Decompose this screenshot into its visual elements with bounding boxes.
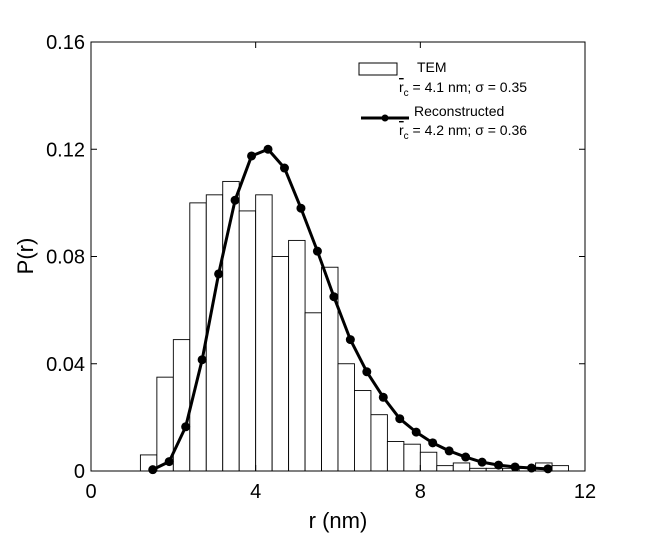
legend-reconstructed-stats-sub: c bbox=[404, 131, 409, 142]
y-tick-label: 0.04 bbox=[46, 354, 85, 376]
reconstructed-point bbox=[510, 462, 520, 472]
y-tick-label: 0.12 bbox=[46, 139, 85, 161]
reconstructed-point bbox=[197, 355, 207, 365]
reconstructed-point bbox=[428, 438, 438, 448]
reconstructed-point bbox=[148, 465, 158, 475]
legend-tem-stats-r: r bbox=[399, 79, 404, 95]
y-tick-label: 0.16 bbox=[46, 32, 85, 54]
legend-tem-stats: rc = 4.1 nm; σ = 0.35 bbox=[399, 79, 527, 99]
x-tick-label: 12 bbox=[574, 481, 596, 503]
histogram-bar bbox=[238, 210, 257, 472]
x-tick-label: 8 bbox=[415, 481, 426, 503]
legend-tem-stats-rest: = 4.1 nm; σ = 0.35 bbox=[409, 79, 528, 95]
reconstructed-point bbox=[181, 422, 191, 432]
reconstructed-point bbox=[164, 457, 174, 467]
reconstructed-point bbox=[279, 163, 289, 173]
reconstructed-point bbox=[214, 269, 224, 279]
legend-tem-swatch bbox=[358, 62, 398, 76]
reconstructed-point bbox=[362, 367, 372, 377]
reconstructed-point bbox=[230, 195, 240, 205]
histogram-bar bbox=[288, 239, 306, 472]
reconstructed-point bbox=[444, 446, 454, 456]
legend-reconstructed-stats-rest: = 4.2 nm; σ = 0.36 bbox=[409, 122, 528, 138]
y-tick-label: 0.08 bbox=[46, 247, 85, 269]
histogram-bar bbox=[403, 443, 421, 472]
reconstructed-point bbox=[494, 460, 504, 470]
reconstructed-point bbox=[247, 151, 257, 161]
reconstructed-point bbox=[461, 452, 471, 462]
histogram-bar bbox=[551, 465, 569, 472]
reconstructed-point bbox=[411, 427, 421, 437]
histogram-bar bbox=[337, 363, 355, 472]
histogram-bar bbox=[386, 441, 405, 472]
reconstructed-point bbox=[477, 457, 487, 467]
histogram-bar bbox=[172, 339, 191, 472]
legend-tem-stats-sub: c bbox=[404, 88, 409, 99]
legend-reconstructed-marker bbox=[381, 114, 389, 122]
histogram-bar bbox=[189, 202, 207, 472]
histogram-bar bbox=[271, 256, 290, 472]
reconstructed-point bbox=[345, 335, 355, 345]
legend-reconstructed-label: Reconstructed bbox=[414, 103, 504, 119]
reconstructed-point bbox=[378, 392, 388, 402]
histogram-bar bbox=[370, 414, 388, 472]
x-tick-label: 0 bbox=[85, 481, 96, 503]
histogram-bar bbox=[255, 194, 273, 472]
axes-layer: 0 4 8 12 0 0.04 0.08 0.12 0.16 bbox=[46, 32, 596, 503]
reconstructed-point bbox=[296, 203, 306, 213]
histogram-layer bbox=[139, 180, 569, 472]
reconstructed-point bbox=[312, 246, 322, 256]
legend-reconstructed-stats-r: r bbox=[399, 122, 404, 138]
x-axis-label: r (nm) bbox=[309, 508, 368, 533]
reconstructed-point bbox=[395, 414, 405, 424]
x-tick-label: 4 bbox=[250, 481, 261, 503]
reconstructed-point bbox=[329, 292, 339, 302]
histogram-bar bbox=[419, 451, 438, 472]
reconstructed-point bbox=[543, 464, 553, 474]
line-layer bbox=[148, 144, 553, 475]
reconstructed-point bbox=[263, 144, 273, 154]
legend-reconstructed-stats: rc = 4.2 nm; σ = 0.36 bbox=[399, 122, 527, 142]
histogram-bar bbox=[354, 390, 372, 472]
histogram-bar bbox=[436, 465, 454, 472]
reconstructed-point bbox=[526, 463, 536, 473]
histogram-bar bbox=[452, 462, 471, 472]
histogram-bar bbox=[304, 312, 322, 472]
legend-tem-label: TEM bbox=[417, 59, 447, 75]
legend: TEM rc = 4.1 nm; σ = 0.35 Reconstructed … bbox=[358, 59, 527, 142]
y-tick-label: 0 bbox=[74, 461, 85, 483]
y-axis-label: P(r) bbox=[13, 238, 38, 275]
